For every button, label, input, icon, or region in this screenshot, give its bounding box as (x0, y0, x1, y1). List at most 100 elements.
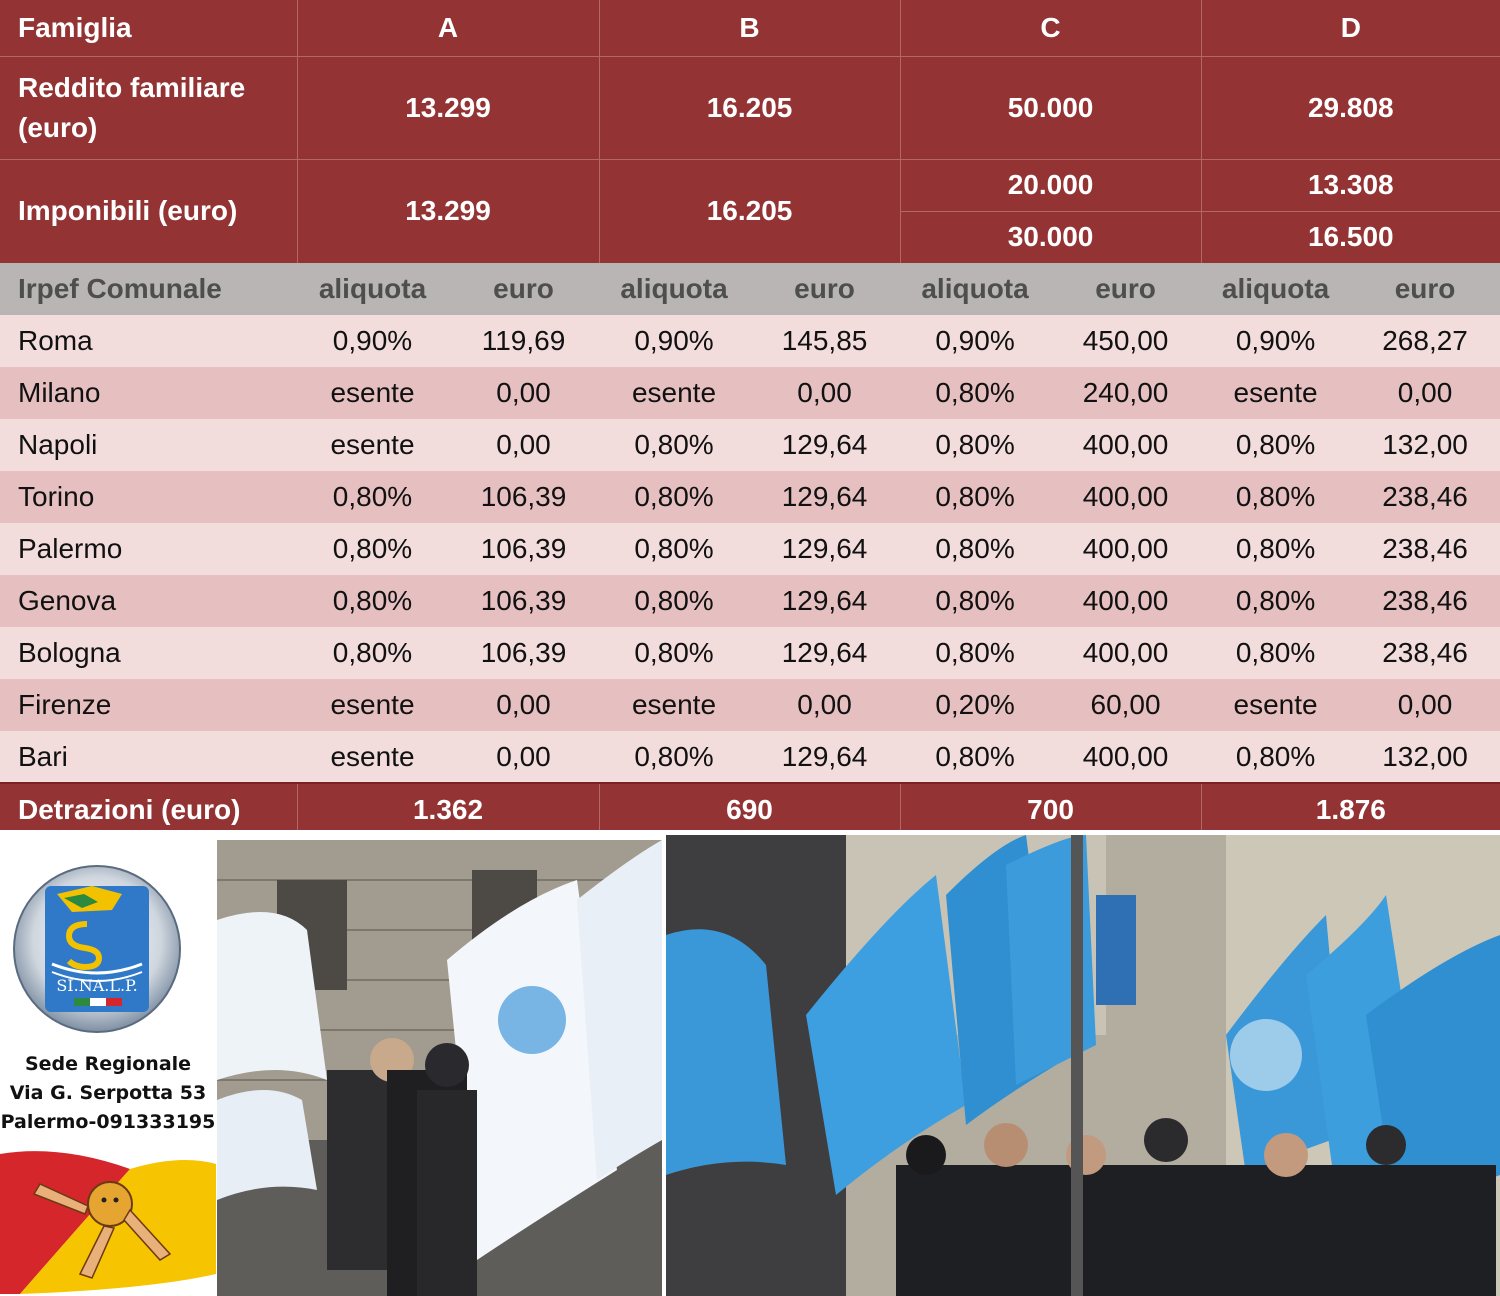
family-a: A (297, 0, 600, 56)
cell: esente (297, 731, 448, 783)
address-block: Sede Regionale Via G. Serpotta 53 Palerm… (0, 1050, 216, 1137)
cell: 0,80% (1201, 523, 1351, 575)
cell: 129,64 (749, 575, 901, 627)
deductions-label: Detrazioni (euro) (0, 782, 298, 835)
city-row: Milano esente 0,00 esente 0,00 0,80% 240… (0, 367, 1500, 419)
cell: 0,80% (297, 627, 448, 679)
cell: 119,69 (448, 315, 600, 367)
cell: 0,80% (297, 575, 448, 627)
logo-panel: SI.NA.L.P. Sede Regionale Via G. Serpott… (0, 844, 216, 1296)
family-d: D (1201, 0, 1500, 56)
deductions-a: 1.362 (297, 782, 600, 835)
col-rate: aliquota (297, 263, 448, 315)
cell: 145,85 (749, 315, 901, 367)
taxable-b: 16.205 (599, 159, 901, 263)
taxable-row: Imponibili (euro) 13.299 16.205 20.000 1… (0, 159, 1500, 263)
cell: 106,39 (448, 523, 600, 575)
taxable-c-1: 20.000 (900, 159, 1202, 212)
sinalp-logo: SI.NA.L.P. (13, 865, 181, 1033)
address-line-1: Sede Regionale (24, 1053, 192, 1075)
cell: 0,80% (599, 575, 750, 627)
cell: 0,00 (1350, 367, 1500, 419)
taxable-d-1: 13.308 (1201, 159, 1500, 212)
family-b: B (599, 0, 901, 56)
cell: 0,80% (599, 471, 750, 523)
family-header-row: Famiglia A B C D (0, 0, 1500, 56)
city-name: Genova (0, 575, 297, 627)
cell: 400,00 (1050, 627, 1202, 679)
city-name: Torino (0, 471, 297, 523)
address-line-2: Via G. Serpotta 53 (9, 1082, 207, 1104)
city-row: Roma 0,90% 119,69 0,90% 145,85 0,90% 450… (0, 315, 1500, 367)
taxable-d-2: 16.500 (1201, 211, 1500, 263)
col-rate: aliquota (900, 263, 1051, 315)
city-name: Firenze (0, 679, 297, 731)
col-euro: euro (1350, 263, 1500, 315)
irpef-table: Famiglia A B C D Reddito familiare (euro… (0, 0, 1500, 835)
cell: 0,20% (900, 679, 1051, 731)
sicily-flag-icon (0, 1151, 216, 1294)
cell: 0,80% (1201, 627, 1351, 679)
cell: esente (1201, 679, 1351, 731)
city-name: Bari (0, 731, 297, 783)
city-row: Napoli esente 0,00 0,80% 129,64 0,80% 40… (0, 419, 1500, 471)
protest-photo-crowd (666, 835, 1500, 1296)
cell: 0,90% (900, 315, 1051, 367)
cell: 0,80% (599, 523, 750, 575)
col-rate: aliquota (1201, 263, 1351, 315)
cell: 0,80% (900, 367, 1051, 419)
cell: 0,80% (297, 471, 448, 523)
cell: 106,39 (448, 627, 600, 679)
cell: 238,46 (1350, 575, 1500, 627)
taxable-label: Imponibili (euro) (0, 159, 298, 263)
cell: 0,80% (1201, 575, 1351, 627)
city-name: Bologna (0, 627, 297, 679)
col-euro: euro (749, 263, 901, 315)
city-name: Palermo (0, 523, 297, 575)
cell: 400,00 (1050, 419, 1202, 471)
cell: 0,90% (297, 315, 448, 367)
cell: 400,00 (1050, 523, 1202, 575)
income-row: Reddito familiare (euro) 13.299 16.205 5… (0, 56, 1500, 159)
cell: 60,00 (1050, 679, 1202, 731)
cell: 0,80% (599, 627, 750, 679)
city-row: Firenze esente 0,00 esente 0,00 0,20% 60… (0, 679, 1500, 731)
cell: 0,90% (1201, 315, 1351, 367)
income-b: 16.205 (599, 56, 901, 159)
cell: 0,80% (599, 731, 750, 783)
cell: 0,00 (448, 731, 600, 783)
cell: esente (297, 679, 448, 731)
cell: 0,80% (599, 419, 750, 471)
cell: esente (599, 679, 750, 731)
cell: 400,00 (1050, 471, 1202, 523)
cell: 0,00 (448, 367, 600, 419)
income-d: 29.808 (1201, 56, 1500, 159)
cell: 238,46 (1350, 627, 1500, 679)
city-name: Milano (0, 367, 297, 419)
deductions-c: 700 (900, 782, 1202, 835)
cell: 240,00 (1050, 367, 1202, 419)
col-euro: euro (1050, 263, 1202, 315)
cell: 0,80% (900, 627, 1051, 679)
taxable-a: 13.299 (297, 159, 600, 263)
income-label: Reddito familiare (euro) (0, 56, 298, 159)
irpef-label: Irpef Comunale (0, 263, 297, 315)
footer-strip: SI.NA.L.P. Sede Regionale Via G. Serpott… (0, 830, 1500, 1296)
cell: 129,64 (749, 419, 901, 471)
cell: 238,46 (1350, 471, 1500, 523)
cell: 0,80% (900, 575, 1051, 627)
city-row: Bologna 0,80% 106,39 0,80% 129,64 0,80% … (0, 627, 1500, 679)
city-row: Genova 0,80% 106,39 0,80% 129,64 0,80% 4… (0, 575, 1500, 627)
cell: 400,00 (1050, 575, 1202, 627)
cell: 400,00 (1050, 731, 1202, 783)
family-label: Famiglia (0, 0, 298, 56)
col-euro: euro (448, 263, 600, 315)
address-line-3: Palermo-091333195 (0, 1111, 216, 1133)
cell: 0,80% (1201, 419, 1351, 471)
cell: 129,64 (749, 627, 901, 679)
cell: 0,80% (900, 523, 1051, 575)
cell: 0,90% (599, 315, 750, 367)
deductions-row: Detrazioni (euro) 1.362 690 700 1.876 (0, 782, 1500, 835)
cell: 129,64 (749, 471, 901, 523)
city-name: Roma (0, 315, 297, 367)
